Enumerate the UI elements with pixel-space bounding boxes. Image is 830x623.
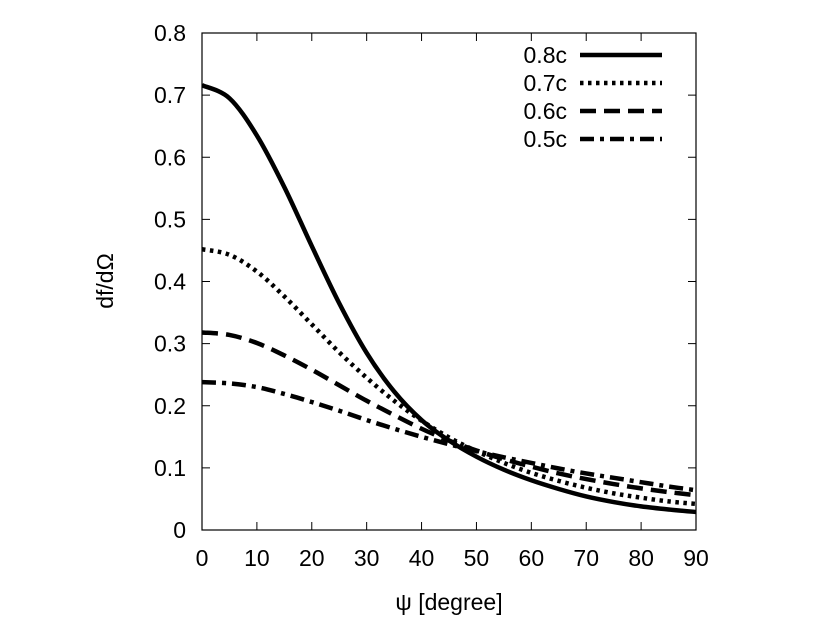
y-tick-label: 0 xyxy=(173,517,186,543)
y-tick-label: 0.2 xyxy=(154,393,186,419)
x-tick-label: 20 xyxy=(299,545,325,571)
x-tick-label: 40 xyxy=(409,545,435,571)
legend-label: 0.6c xyxy=(524,98,567,124)
x-tick-label: 90 xyxy=(683,545,709,571)
plot-frame xyxy=(201,32,697,531)
y-tick-label: 0.8 xyxy=(154,20,186,46)
x-axis-title: ψ [degree] xyxy=(395,589,502,615)
x-tick-label: 10 xyxy=(244,545,270,571)
series-line-0.7c xyxy=(202,246,696,507)
legend-label: 0.7c xyxy=(524,70,567,96)
axis-ticks xyxy=(201,32,697,531)
y-tick-label: 0.1 xyxy=(154,455,186,481)
x-tick-label: 50 xyxy=(464,545,490,571)
legend: 0.8c0.7c0.6c0.5c xyxy=(524,42,662,152)
series-line-0.6c xyxy=(202,330,696,498)
x-tick-labels: 0 10 20 30 40 50 60 70 80 90 xyxy=(196,545,709,571)
y-tick-label: 0.5 xyxy=(154,206,186,232)
x-tick-label: 0 xyxy=(196,545,209,571)
series-line-0.8c xyxy=(202,83,696,515)
x-tick-label: 30 xyxy=(354,545,380,571)
x-tick-label: 70 xyxy=(573,545,599,571)
y-tick-label: 0.6 xyxy=(154,144,186,170)
y-axis-title: df/dΩ xyxy=(92,253,118,309)
y-tick-label: 0.3 xyxy=(154,331,186,357)
legend-label: 0.5c xyxy=(524,126,567,152)
series-lines xyxy=(202,83,696,515)
y-tick-labels: 0 0.1 0.2 0.3 0.4 0.5 0.6 0.7 0.8 xyxy=(154,20,186,543)
legend-label: 0.8c xyxy=(524,42,567,68)
series-line-0.5c xyxy=(202,379,696,493)
x-tick-label: 80 xyxy=(628,545,654,571)
y-tick-label: 0.4 xyxy=(154,269,186,295)
y-tick-label: 0.7 xyxy=(154,82,186,108)
x-tick-label: 60 xyxy=(519,545,545,571)
